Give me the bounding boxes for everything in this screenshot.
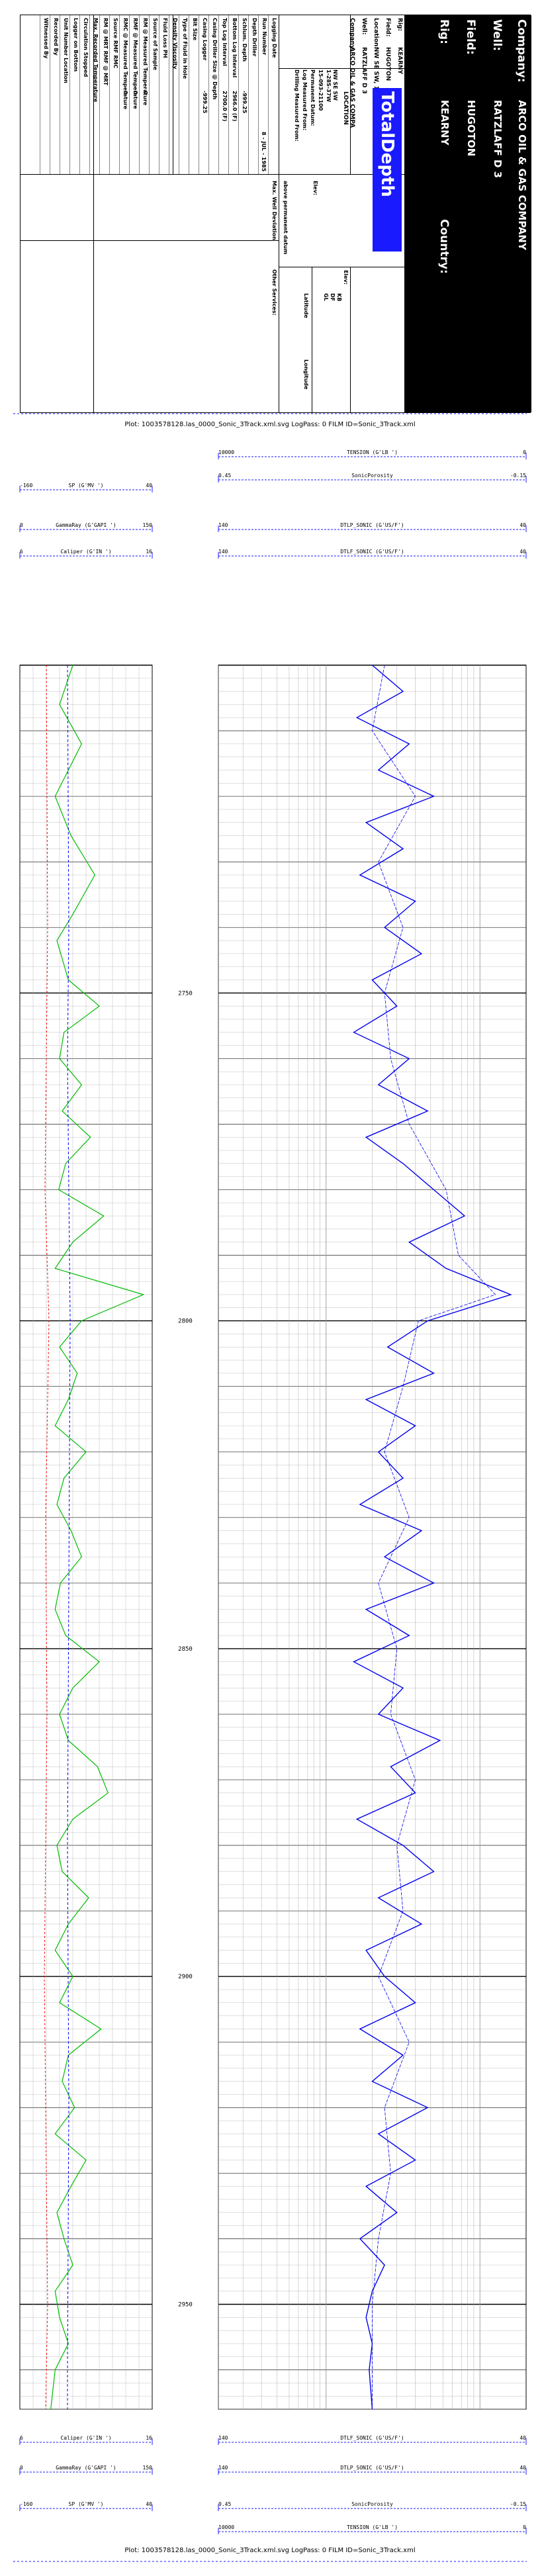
log-header: Company: ARCO OIL & GAS COMPANY Well: RA…	[20, 15, 531, 413]
scale-sp-top-min: -160	[20, 483, 32, 488]
scale-caliper-bottom-min: 6	[20, 2435, 23, 2441]
depth-label-2950: 2950	[178, 2302, 193, 2309]
scale-sp-top-max: 40	[146, 483, 152, 488]
scale-caliper-bottom-title: Caliper (G'IN ')	[60, 2435, 111, 2441]
scale-tension-bottom-title: TENSION (G'LB ')	[347, 2524, 398, 2530]
scale-sp-bottom-title: SP (G'MV ')	[69, 2501, 104, 2507]
scale-dtlp-top-max: 40	[519, 522, 526, 528]
scale-gammaray-bottom-max: 150	[143, 2465, 153, 2471]
scale-sonicporosity-bottom-title: SonicPorosity	[351, 2501, 393, 2507]
gammaray-curve	[50, 665, 145, 2410]
scale-dtlp-bottom-min: 140	[218, 2465, 228, 2471]
scale-tension-bottom-max: 0	[523, 2524, 526, 2530]
scale-dtlf-top-max: 40	[519, 549, 526, 555]
scale-caliper-bottom-max: 16	[146, 2435, 152, 2441]
scale-dtlf-bottom-max: 40	[519, 2435, 526, 2441]
plot-caption-bottom: Plot: 1003578128.las_0000_Sonic_3Track.x…	[124, 2547, 416, 2554]
dtlp-curve	[353, 665, 512, 2410]
scale-gammaray-bottom-min: 0	[20, 2465, 23, 2471]
scale-tension-bottom-min: 10000	[218, 2524, 234, 2530]
caliper-curve	[67, 665, 71, 2409]
scale-caliper-top-min: 6	[20, 549, 23, 555]
scale-gammaray-bottom-title: GammaRay (G'GAPI ')	[56, 2465, 116, 2471]
scale-dtlp-top-title: DTLP_SONIC (G'US/F')	[340, 522, 404, 528]
scale-sp-top-title: SP (G'MV ')	[69, 483, 104, 488]
scale-dtlf-top-title: DTLF_SONIC (G'US/F')	[340, 549, 404, 555]
scale-dtlf-bottom-title: DTLF_SONIC (G'US/F')	[340, 2435, 404, 2441]
depth-label-2900: 2900	[178, 1974, 193, 1980]
scale-sonicporosity-top-max: -0.15	[510, 473, 526, 479]
scale-dtlp-bottom-max: 40	[519, 2465, 526, 2471]
depth-label-2800: 2800	[178, 1318, 193, 1325]
title-band	[404, 15, 531, 412]
depth-label-2850: 2850	[178, 1646, 193, 1653]
scale-dtlp-top-min: 140	[218, 522, 228, 528]
scale-caliper-top-max: 16	[146, 549, 152, 555]
scale-dtlp-bottom-title: DTLP_SONIC (G'US/F')	[340, 2465, 404, 2471]
scale-gammaray-top-max: 150	[143, 522, 153, 528]
scale-sonicporosity-bottom-min: 0.45	[218, 2501, 231, 2507]
scale-gammaray-top-title: GammaRay (G'GAPI ')	[56, 522, 116, 528]
scale-tension-top-max: 0	[523, 449, 526, 455]
scale-dtlf-bottom-min: 140	[218, 2435, 228, 2441]
scale-tension-top-min: 10000	[218, 449, 234, 455]
scale-tension-top-title: TENSION (G'LB ')	[347, 449, 398, 455]
plot-caption-top: Plot: 1003578128.las_0000_Sonic_3Track.x…	[124, 421, 416, 428]
scale-gammaray-top-min: 0	[20, 522, 23, 528]
depth-label-2750: 2750	[178, 990, 193, 997]
totaldepth-logo: TotalDepth	[373, 88, 402, 252]
scale-caliper-top-title: Caliper (G'IN ')	[60, 549, 111, 555]
dtlf-curve	[372, 665, 496, 2409]
scale-sonicporosity-top-title: SonicPorosity	[351, 473, 393, 479]
scale-sp-bottom-min: -160	[20, 2501, 32, 2507]
sp-curve	[44, 665, 50, 2410]
scale-sonicporosity-top-min: 0.45	[218, 473, 231, 479]
scale-dtlf-top-min: 140	[218, 549, 228, 555]
scale-sonicporosity-bottom-max: -0.15	[510, 2501, 526, 2507]
scale-sp-bottom-max: 40	[146, 2501, 152, 2507]
